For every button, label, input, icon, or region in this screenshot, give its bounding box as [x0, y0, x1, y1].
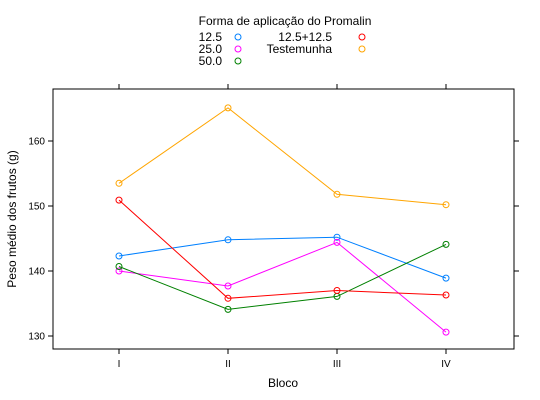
legend-label: 25.0 [199, 42, 223, 56]
legend-label: 12.5 [199, 30, 223, 44]
series-line [118, 243, 447, 310]
series-line [118, 236, 447, 279]
data-point [333, 238, 341, 246]
y-tick-label: 160 [28, 137, 45, 148]
data-point [224, 305, 232, 313]
series-line [118, 107, 447, 206]
data-point [333, 287, 341, 294]
data-point [224, 282, 232, 290]
x-tick-label: IV [441, 359, 451, 370]
y-tick-label: 140 [28, 267, 45, 278]
legend-marker [234, 33, 242, 41]
data-point [333, 233, 341, 241]
data-point [442, 240, 450, 248]
series-lines [115, 104, 450, 336]
plot-frame [52, 88, 515, 350]
series-line [118, 241, 447, 333]
data-point [115, 263, 123, 270]
data-point [224, 236, 232, 244]
data-point [115, 252, 123, 260]
legend-marker [358, 45, 366, 53]
data-point [224, 294, 232, 302]
legend-label: 12.5+12.5 [278, 30, 332, 44]
y-tick-label: 130 [28, 332, 45, 343]
x-tick-label: III [333, 359, 341, 370]
data-point [115, 179, 123, 187]
y-tick-label: 150 [28, 202, 45, 213]
data-point [442, 201, 450, 209]
legend-label: Testemunha [267, 42, 333, 56]
data-point [224, 104, 232, 112]
x-tick-label: II [225, 359, 231, 370]
y-axis-label: Peso médio dos frutos (g) [5, 150, 19, 287]
series-line [118, 199, 447, 299]
legend-marker [234, 45, 242, 53]
data-point [442, 328, 450, 336]
legend-title: Forma de aplicação do Promalin [199, 14, 372, 28]
legend-label: 50.0 [199, 54, 223, 68]
data-point [333, 190, 341, 198]
data-point [442, 274, 450, 282]
data-point [442, 291, 450, 299]
data-point [115, 267, 123, 275]
data-point [115, 196, 123, 204]
legend-marker [358, 33, 366, 41]
legend-marker [234, 57, 242, 65]
legend: Forma de aplicação do Promalin 12.525.05… [199, 14, 372, 68]
x-tick-label: I [118, 359, 121, 370]
x-axis-label: Bloco [268, 376, 298, 390]
